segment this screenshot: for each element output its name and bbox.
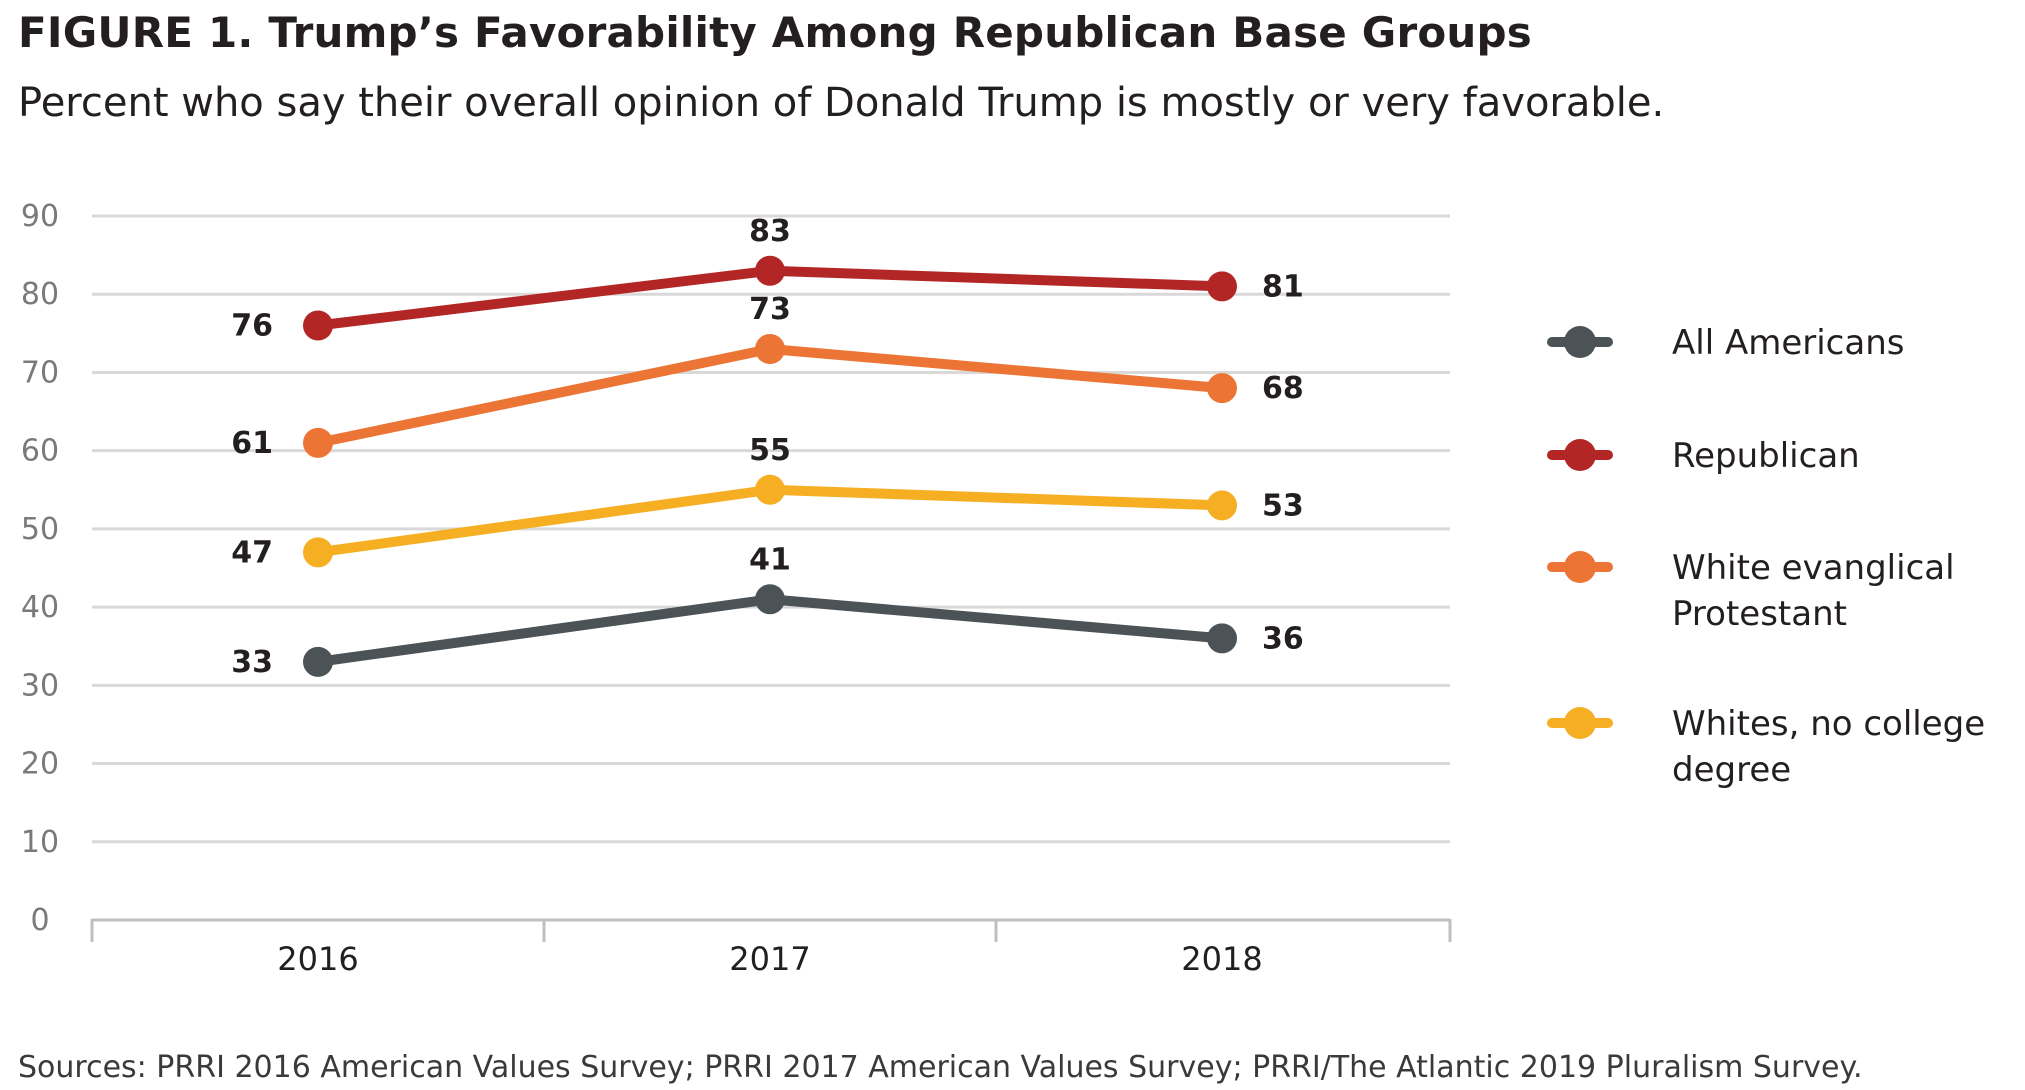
chart-title: FIGURE 1. Trump’s Favorability Among Rep… bbox=[18, 8, 1532, 57]
y-tick-label: 80 bbox=[21, 277, 59, 312]
data-point bbox=[1207, 271, 1237, 302]
data-point bbox=[1207, 623, 1237, 654]
x-tick-label: 2017 bbox=[729, 940, 810, 978]
legend-item: Republican bbox=[1547, 436, 1860, 476]
y-tick-label: 90 bbox=[21, 199, 59, 234]
legend: All Americans Republican White evanglical P… bbox=[1547, 323, 1985, 790]
source-note: Sources: PRRI 2016 American Values Surve… bbox=[18, 1050, 1863, 1085]
legend-label: White evanglical Protestant bbox=[1672, 548, 1955, 634]
data-point bbox=[755, 474, 785, 505]
legend-item: White evanglical Protestant bbox=[1547, 548, 1955, 634]
y-tick-label: 70 bbox=[21, 355, 59, 390]
data-label: 47 bbox=[231, 535, 273, 570]
data-labels: 33 41 36 76 83 81 61 73 68 47 55 53 bbox=[231, 214, 1304, 680]
data-label: 33 bbox=[231, 645, 273, 680]
data-label: 53 bbox=[1262, 488, 1304, 523]
y-axis: 0 10 20 30 40 50 60 70 80 90 bbox=[21, 199, 59, 938]
data-label: 73 bbox=[749, 292, 791, 327]
x-tick-label: 2018 bbox=[1181, 940, 1262, 978]
series-white-evanglical-protestant bbox=[303, 333, 1237, 458]
legend-swatch-marker bbox=[1564, 439, 1596, 471]
data-point bbox=[303, 537, 333, 568]
data-label: 36 bbox=[1262, 621, 1304, 656]
data-point bbox=[755, 584, 785, 615]
data-label: 76 bbox=[231, 309, 273, 344]
x-axis: 2016 2017 2018 bbox=[90, 918, 1452, 978]
legend-label: Whites, no college degree bbox=[1672, 704, 1985, 790]
y-tick-label: 50 bbox=[21, 512, 59, 547]
legend-label: Republican bbox=[1672, 436, 1860, 476]
data-point bbox=[755, 333, 785, 364]
data-label: 55 bbox=[749, 433, 791, 468]
series bbox=[303, 255, 1237, 677]
data-label: 83 bbox=[749, 214, 791, 249]
y-tick-label: 60 bbox=[21, 434, 59, 469]
series-republican bbox=[303, 255, 1237, 341]
data-label: 68 bbox=[1262, 371, 1304, 406]
legend-label: All Americans bbox=[1672, 323, 1904, 363]
y-tick-label: 40 bbox=[21, 590, 59, 625]
data-point bbox=[1207, 373, 1237, 404]
series-whites-no-college-degree bbox=[303, 474, 1237, 568]
y-tick-label: 0 bbox=[30, 903, 49, 938]
data-point bbox=[1207, 490, 1237, 521]
legend-swatch-marker bbox=[1564, 551, 1596, 583]
y-tick-label: 10 bbox=[21, 825, 59, 860]
data-point bbox=[755, 255, 785, 286]
data-label: 61 bbox=[231, 426, 273, 461]
chart-subtitle: Percent who say their overall opinion of… bbox=[18, 80, 1665, 126]
legend-swatch-marker bbox=[1564, 326, 1596, 358]
data-label: 81 bbox=[1262, 269, 1304, 304]
data-point bbox=[303, 427, 333, 458]
legend-item: Whites, no college degree bbox=[1547, 704, 1985, 790]
data-point bbox=[303, 310, 333, 341]
data-label: 41 bbox=[749, 542, 791, 577]
y-tick-label: 20 bbox=[21, 747, 59, 782]
legend-item: All Americans bbox=[1547, 323, 1904, 363]
series-all-americans bbox=[303, 584, 1237, 677]
y-tick-label: 30 bbox=[21, 668, 59, 703]
data-point bbox=[303, 646, 333, 677]
x-tick-label: 2016 bbox=[277, 940, 358, 978]
legend-swatch-marker bbox=[1564, 707, 1596, 739]
